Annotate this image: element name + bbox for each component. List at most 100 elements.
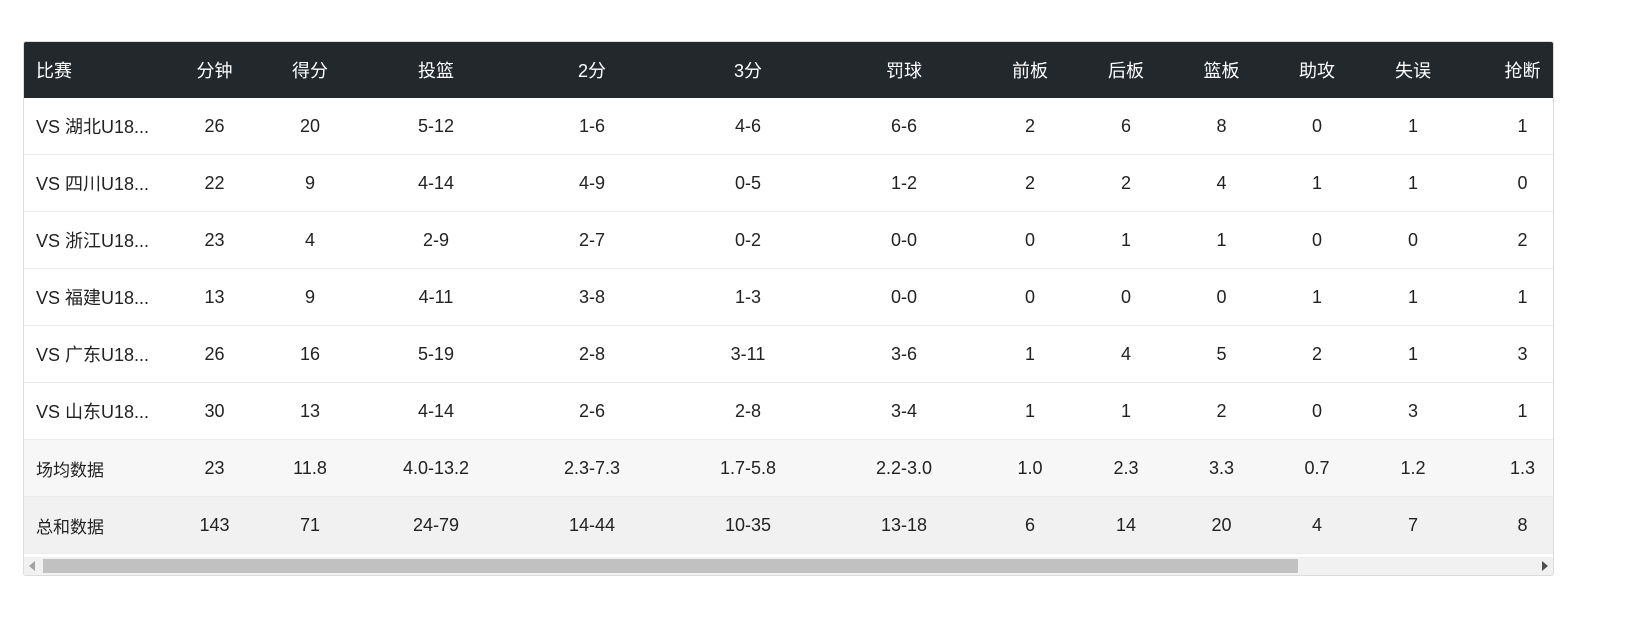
table-cell: 23	[167, 211, 262, 269]
table-cell: 8	[1461, 496, 1553, 554]
header-cell-reb: 篮板	[1174, 42, 1269, 98]
table-cell: 0	[982, 268, 1078, 326]
table-cell: 24-79	[358, 496, 514, 554]
table-cell: 0	[1269, 98, 1365, 155]
header-cell-ast: 助攻	[1269, 42, 1365, 98]
table-cell: 3-6	[826, 325, 982, 383]
table-cell: 30	[167, 382, 262, 440]
table-cell: 4	[1078, 325, 1174, 383]
header-cell-ft: 罚球	[826, 42, 982, 98]
table-cell: 0.7	[1269, 439, 1365, 497]
table-cell: 4-9	[514, 154, 670, 212]
table-cell: 3	[1365, 382, 1461, 440]
table-cell: 1.0	[982, 439, 1078, 497]
table-cell: 20	[1174, 496, 1269, 554]
table-cell: 20	[262, 98, 358, 155]
table-cell: 13	[167, 268, 262, 326]
table-cell: 4.0-13.2	[358, 439, 514, 497]
table-cell: 23	[167, 439, 262, 497]
table-row: VS 湖北U18... 26 20 5-12 1-6 4-6 6-6 2 6 8…	[24, 98, 1553, 155]
table-cell: 5-19	[358, 325, 514, 383]
table-cell: 1.2	[1365, 439, 1461, 497]
table-cell: 2.3	[1078, 439, 1174, 497]
scrollbar-thumb[interactable]	[43, 559, 1298, 573]
scroll-right-arrow-icon[interactable]	[1542, 561, 1548, 571]
header-cell-fg: 投篮	[358, 42, 514, 98]
table-header-row: 比赛 分钟 得分 投篮 2分 3分 罚球 前板 后板 篮板 助攻 失误 抢断	[24, 42, 1553, 98]
table-cell: 4-14	[358, 382, 514, 440]
table-cell: 8	[1174, 98, 1269, 155]
table-cell: 0	[1269, 382, 1365, 440]
table-cell: 0-0	[826, 211, 982, 269]
table-cell: 11.8	[262, 439, 358, 497]
table-cell: 0-5	[670, 154, 826, 212]
table-cell: 2-8	[514, 325, 670, 383]
total-label: 总和数据	[36, 517, 104, 537]
game-cell: VS 福建U18...	[24, 268, 167, 326]
table-cell: 2	[1174, 382, 1269, 440]
table-cell: 1	[1365, 325, 1461, 383]
table-cell: 2-9	[358, 211, 514, 269]
table-cell: 1	[982, 382, 1078, 440]
table-cell: 3-4	[826, 382, 982, 440]
table-row: VS 四川U18... 22 9 4-14 4-9 0-5 1-2 2 2 4 …	[24, 154, 1553, 212]
table-cell: 26	[167, 98, 262, 155]
table-cell: 2-6	[514, 382, 670, 440]
scroll-left-arrow-icon[interactable]	[29, 561, 35, 571]
horizontal-scrollbar[interactable]	[24, 557, 1553, 575]
table-cell: 1	[1174, 211, 1269, 269]
game-name: VS 广东U18...	[36, 345, 150, 365]
table-cell: 1.7-5.8	[670, 439, 826, 497]
table-cell: 7	[1365, 496, 1461, 554]
table-row: VS 福建U18... 13 9 4-11 3-8 1-3 0-0 0 0 0 …	[24, 268, 1553, 326]
table-cell: 2	[982, 154, 1078, 212]
table-cell: 16	[262, 325, 358, 383]
header-cell-stl: 抢断	[1461, 42, 1553, 98]
table-cell: 1-6	[514, 98, 670, 155]
table-cell: 14	[1078, 496, 1174, 554]
table-cell: 143	[167, 496, 262, 554]
table-cell: 0	[1174, 268, 1269, 326]
table-cell: 1	[1461, 98, 1553, 155]
table-cell: 1	[982, 325, 1078, 383]
game-cell: VS 山东U18...	[24, 382, 167, 440]
game-name: VS 山东U18...	[36, 402, 150, 422]
average-label-cell: 场均数据	[24, 439, 167, 497]
game-cell: VS 湖北U18...	[24, 98, 167, 155]
stats-table-container[interactable]: 比赛 分钟 得分 投篮 2分 3分 罚球 前板 后板 篮板 助攻 失误 抢断 V…	[23, 41, 1554, 576]
table-cell: 10-35	[670, 496, 826, 554]
table-cell: 4-6	[670, 98, 826, 155]
table-cell: 1	[1078, 211, 1174, 269]
table-row: VS 山东U18... 30 13 4-14 2-6 2-8 3-4 1 1 2…	[24, 382, 1553, 440]
table-cell: 0	[1078, 268, 1174, 326]
header-cell-2pt: 2分	[514, 42, 670, 98]
table-cell: 1	[1365, 98, 1461, 155]
game-name: VS 四川U18...	[36, 174, 150, 194]
table-cell: 71	[262, 496, 358, 554]
table-cell: 2	[1078, 154, 1174, 212]
game-name: VS 福建U18...	[36, 288, 150, 308]
total-label-cell: 总和数据	[24, 496, 167, 554]
table-cell: 1	[1078, 382, 1174, 440]
header-cell-minutes: 分钟	[167, 42, 262, 98]
table-cell: 2.3-7.3	[514, 439, 670, 497]
table-cell: 2-8	[670, 382, 826, 440]
game-stats-table: 比赛 分钟 得分 投篮 2分 3分 罚球 前板 后板 篮板 助攻 失误 抢断 V…	[24, 42, 1553, 554]
table-cell: 1	[1461, 268, 1553, 326]
table-cell: 9	[262, 268, 358, 326]
table-row: VS 浙江U18... 23 4 2-9 2-7 0-2 0-0 0 1 1 0…	[24, 211, 1553, 269]
table-cell: 2	[1461, 211, 1553, 269]
table-cell: 3-8	[514, 268, 670, 326]
header-cell-points: 得分	[262, 42, 358, 98]
table-cell: 2-7	[514, 211, 670, 269]
table-cell: 0	[1461, 154, 1553, 212]
table-cell: 1	[1269, 268, 1365, 326]
table-cell: 0-0	[826, 268, 982, 326]
table-cell: 1.3	[1461, 439, 1553, 497]
table-cell: 1	[1365, 154, 1461, 212]
table-cell: 13	[262, 382, 358, 440]
table-cell: 22	[167, 154, 262, 212]
table-cell: 5	[1174, 325, 1269, 383]
table-cell: 3-11	[670, 325, 826, 383]
game-name: VS 湖北U18...	[36, 117, 150, 137]
